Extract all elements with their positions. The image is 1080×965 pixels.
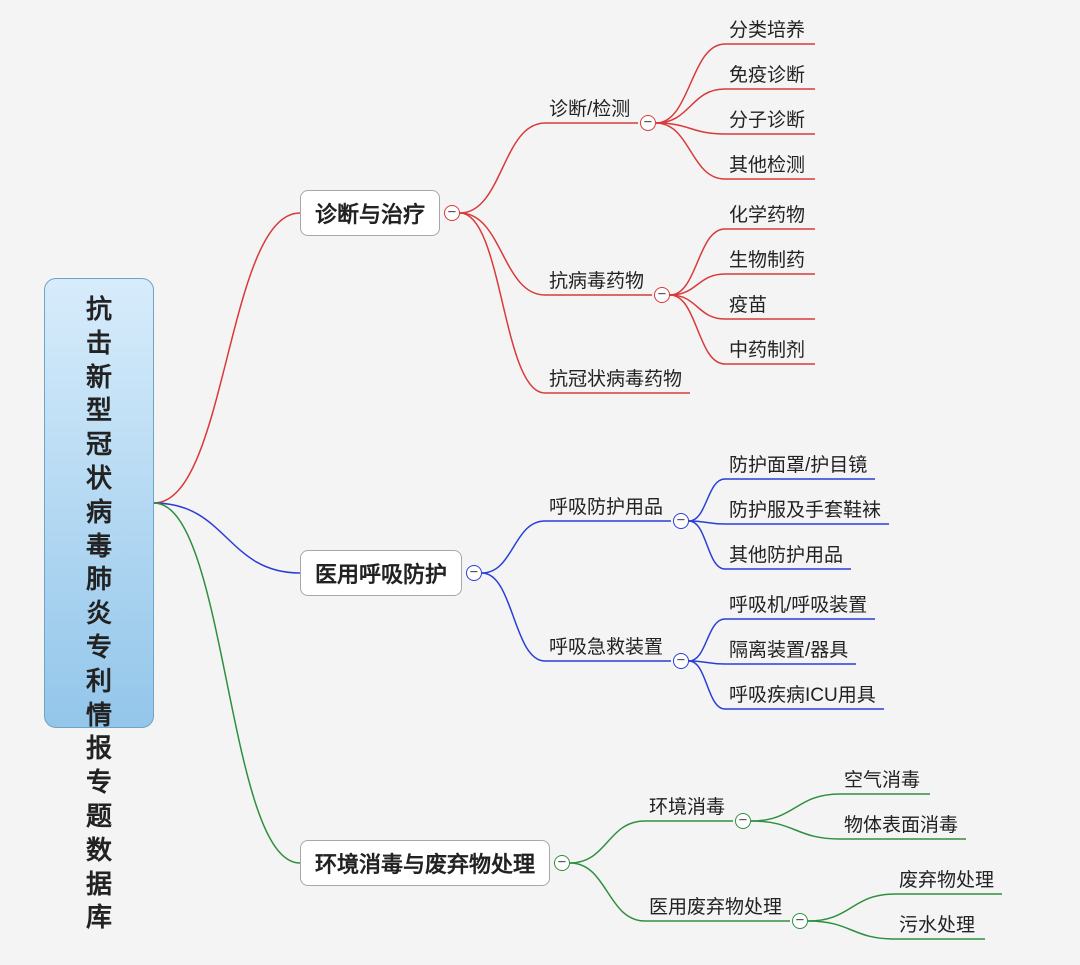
- leaf-node[interactable]: 废弃物处理: [895, 865, 998, 894]
- sub-node[interactable]: 抗病毒药物: [545, 264, 648, 295]
- leaf-node[interactable]: 防护服及手套鞋袜: [725, 495, 885, 524]
- collapse-icon[interactable]: −: [554, 855, 570, 871]
- branch-node[interactable]: 诊断与治疗: [300, 190, 440, 236]
- sub-node[interactable]: 医用废弃物处理: [645, 890, 786, 921]
- sub-node[interactable]: 呼吸急救装置: [545, 630, 667, 661]
- leaf-node[interactable]: 生物制药: [725, 245, 809, 274]
- collapse-icon[interactable]: −: [673, 653, 689, 669]
- leaf-node[interactable]: 分类培养: [725, 15, 809, 44]
- root-node[interactable]: 抗击新型冠状病毒肺炎专利情报专题数据库: [44, 278, 154, 728]
- leaf-node[interactable]: 分子诊断: [725, 105, 809, 134]
- leaf-node[interactable]: 疫苗: [725, 290, 771, 319]
- branch-node[interactable]: 医用呼吸防护: [300, 550, 462, 596]
- leaf-node[interactable]: 污水处理: [895, 910, 979, 939]
- collapse-icon[interactable]: −: [444, 205, 460, 221]
- collapse-icon[interactable]: −: [735, 813, 751, 829]
- collapse-icon[interactable]: −: [673, 513, 689, 529]
- leaf-node[interactable]: 隔离装置/器具: [725, 635, 852, 664]
- sub-node[interactable]: 呼吸防护用品: [545, 490, 667, 521]
- leaf-node[interactable]: 其他防护用品: [725, 540, 847, 569]
- collapse-icon[interactable]: −: [466, 565, 482, 581]
- leaf-node[interactable]: 防护面罩/护目镜: [725, 450, 871, 479]
- leaf-node[interactable]: 呼吸疾病ICU用具: [725, 680, 880, 709]
- leaf-node[interactable]: 化学药物: [725, 200, 809, 229]
- leaf-node[interactable]: 空气消毒: [840, 765, 924, 794]
- leaf-node[interactable]: 呼吸机/呼吸装置: [725, 590, 871, 619]
- sub-node[interactable]: 抗冠状病毒药物: [545, 362, 686, 393]
- collapse-icon[interactable]: −: [640, 115, 656, 131]
- mindmap-canvas: 抗击新型冠状病毒肺炎专利情报专题数据库诊断与治疗−诊断/检测−分类培养免疫诊断分…: [0, 0, 1080, 965]
- leaf-node[interactable]: 物体表面消毒: [840, 810, 962, 839]
- collapse-icon[interactable]: −: [654, 287, 670, 303]
- sub-node[interactable]: 诊断/检测: [545, 92, 634, 123]
- branch-node[interactable]: 环境消毒与废弃物处理: [300, 840, 550, 886]
- leaf-node[interactable]: 中药制剂: [725, 335, 809, 364]
- leaf-node[interactable]: 其他检测: [725, 150, 809, 179]
- sub-node[interactable]: 环境消毒: [645, 790, 729, 821]
- collapse-icon[interactable]: −: [792, 913, 808, 929]
- leaf-node[interactable]: 免疫诊断: [725, 60, 809, 89]
